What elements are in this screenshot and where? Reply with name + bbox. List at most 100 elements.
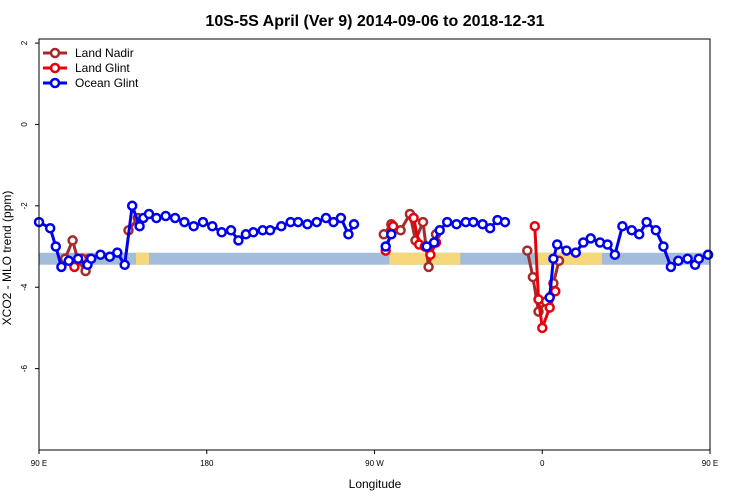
data-point — [233, 235, 244, 246]
legend-swatch-marker — [49, 77, 61, 89]
data-point — [119, 259, 130, 271]
x-tick-label: 90 W — [365, 459, 384, 468]
data-point — [633, 229, 645, 240]
data-point — [417, 216, 429, 228]
data-point — [548, 253, 559, 264]
data-point — [665, 261, 677, 273]
data-point — [484, 222, 496, 234]
data-point — [112, 247, 123, 258]
data-point — [50, 241, 62, 252]
data-point — [311, 216, 322, 228]
data-point — [578, 237, 589, 248]
data-point — [348, 218, 360, 230]
data-point — [477, 218, 488, 230]
data-point — [320, 212, 332, 224]
data-point — [682, 253, 693, 264]
legend-swatch-marker — [49, 62, 61, 74]
x-axis-label: Longitude — [349, 477, 402, 491]
chart-title: 10S-5S April (Ver 9) 2014-09-06 to 2018-… — [205, 13, 544, 30]
data-point — [328, 216, 339, 228]
y-axis-label: XCO2 - MLO trend (ppm) — [0, 191, 14, 326]
y-tick-label: -6 — [20, 365, 29, 373]
data-point — [85, 253, 97, 264]
data-point — [527, 271, 539, 283]
y-axis-ticks: 2 0 -2 -4 -6 — [20, 40, 39, 372]
data-point — [69, 261, 80, 273]
data-point — [544, 292, 555, 303]
data-point — [225, 225, 237, 236]
band-land — [536, 252, 602, 265]
data-point — [673, 255, 684, 267]
data-point — [380, 241, 391, 252]
x-tick-label: 180 — [200, 459, 214, 468]
data-point — [95, 249, 106, 260]
band-ocean — [39, 252, 710, 265]
data-point — [544, 302, 555, 313]
x-axis-ticks: 90 E 180 90 W 0 90 E — [31, 450, 718, 468]
data-point — [529, 220, 541, 232]
data-point — [44, 222, 56, 234]
data-point — [650, 225, 662, 236]
data-point — [395, 225, 406, 236]
data-point — [207, 220, 218, 232]
data-point — [197, 216, 209, 228]
data-point — [386, 229, 397, 240]
data-point — [302, 218, 313, 230]
data-point — [702, 249, 714, 260]
data-point — [533, 294, 544, 305]
data-point — [434, 225, 445, 236]
data-point — [343, 229, 354, 240]
data-point — [67, 235, 78, 246]
band-land — [135, 252, 149, 265]
legend-item: Land Nadir — [43, 46, 134, 60]
series-layer — [33, 200, 714, 334]
data-point — [169, 212, 181, 224]
data-point — [216, 227, 227, 238]
data-point — [248, 227, 259, 238]
y-tick-label: 2 — [20, 40, 29, 45]
data-point — [292, 216, 304, 228]
data-point — [276, 220, 287, 232]
data-point — [425, 249, 436, 260]
data-point — [264, 225, 276, 236]
data-point — [160, 210, 171, 222]
data-point — [468, 216, 479, 228]
data-point — [451, 218, 462, 230]
series-ocean-glint — [33, 200, 714, 303]
data-point — [609, 249, 621, 260]
y-tick-label: -4 — [20, 283, 29, 291]
data-point — [658, 241, 669, 252]
data-point — [641, 216, 652, 228]
x-tick-label: 90 E — [31, 459, 47, 468]
data-point — [72, 253, 84, 264]
data-point — [134, 220, 145, 232]
data-point — [188, 220, 199, 232]
data-point — [56, 261, 67, 273]
legend-item: Ocean Glint — [43, 76, 139, 90]
data-point — [570, 247, 582, 258]
series-land-glint — [69, 212, 561, 334]
data-point — [617, 220, 628, 232]
data-point — [151, 212, 162, 224]
data-point — [126, 200, 138, 212]
data-point — [602, 239, 613, 250]
data-point — [104, 251, 116, 262]
data-point — [551, 239, 563, 250]
legend-label: Ocean Glint — [75, 76, 139, 90]
legend-item: Land Glint — [43, 61, 130, 75]
x-tick-label: 0 — [540, 459, 545, 468]
legend-label: Land Nadir — [75, 46, 134, 60]
y-tick-label: -2 — [20, 202, 29, 210]
data-point — [423, 261, 434, 273]
data-point — [537, 322, 548, 334]
x-tick-label: 90 E — [702, 459, 718, 468]
legend-swatch-marker — [49, 47, 61, 59]
data-point — [408, 212, 419, 224]
data-point — [499, 216, 511, 228]
legend-label: Land Glint — [75, 61, 130, 75]
data-point — [441, 216, 453, 228]
data-point — [335, 212, 347, 224]
data-point — [522, 245, 533, 256]
